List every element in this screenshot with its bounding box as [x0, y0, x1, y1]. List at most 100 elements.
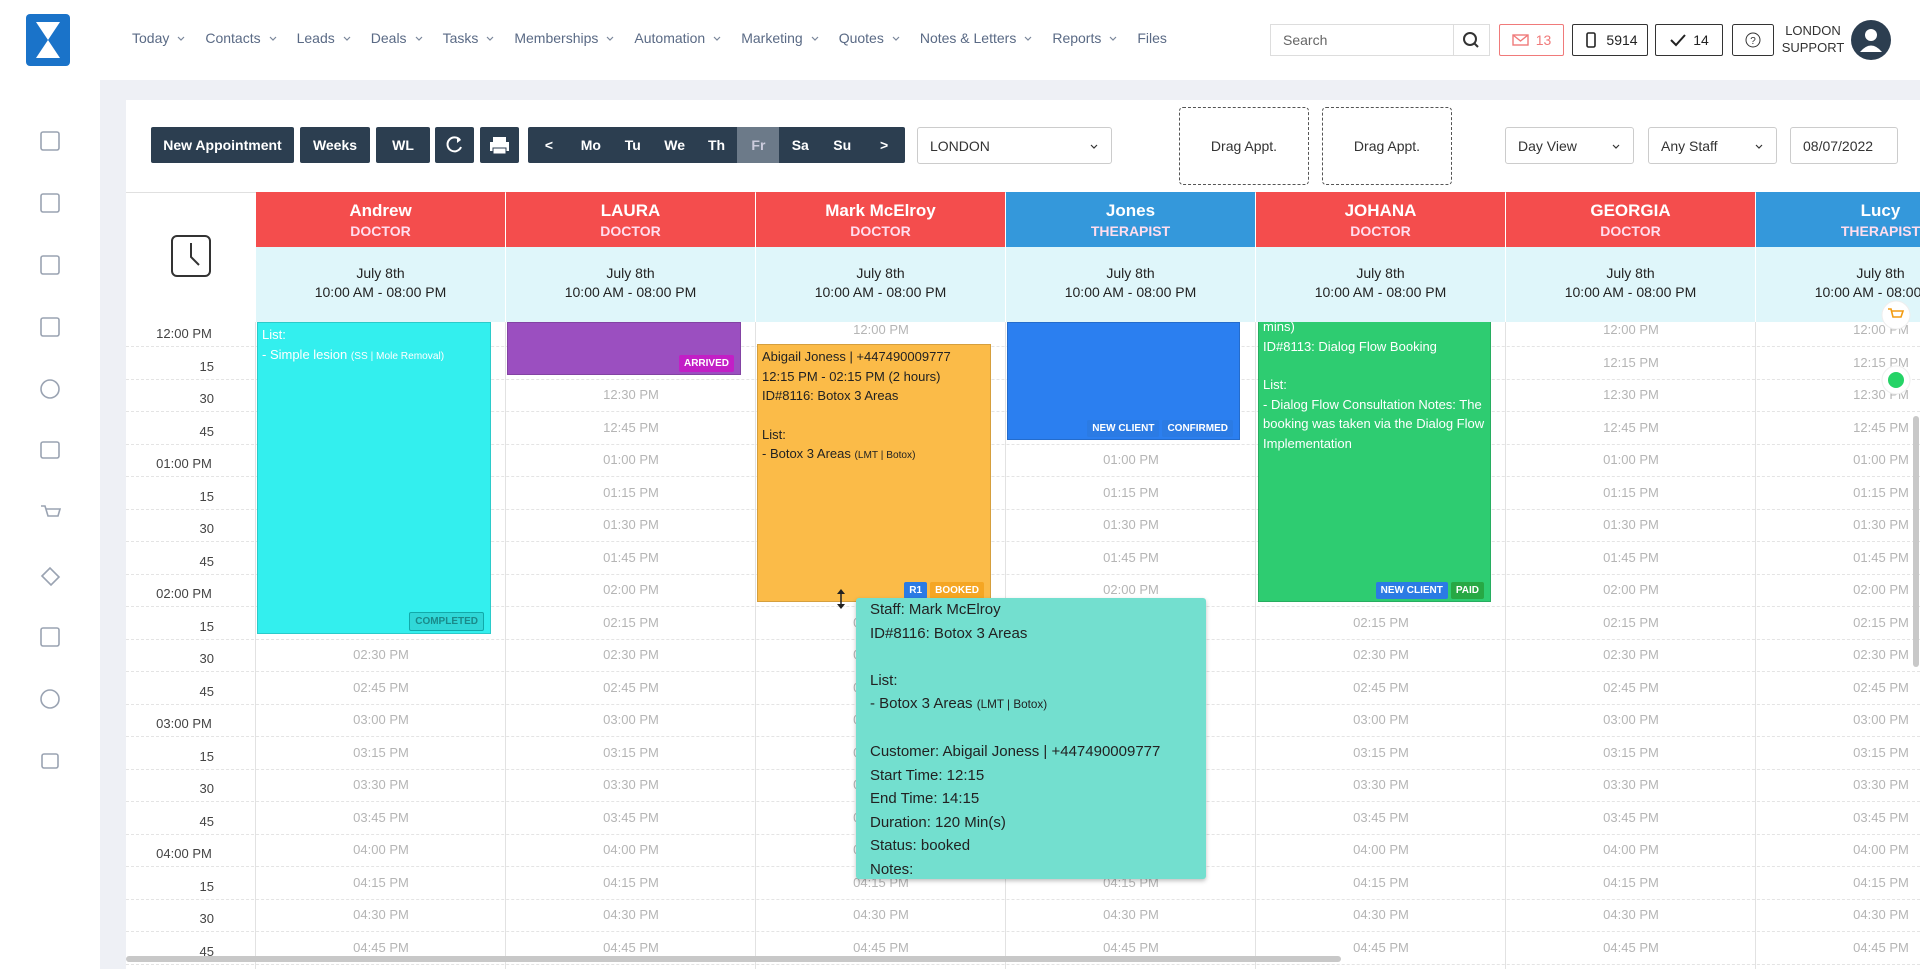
- staff-date-day: July 8th: [1106, 265, 1155, 281]
- time-label: 30: [199, 781, 214, 796]
- nav-item[interactable]: Today: [132, 30, 186, 46]
- staff-header[interactable]: JOHANA DOCTOR: [1256, 192, 1505, 247]
- slot-label: 03:00 PM: [1853, 712, 1909, 727]
- drag-box[interactable]: Drag Appt.: [1322, 107, 1452, 185]
- staff-hours: 10:00 AM - 08:00 PM: [1064, 284, 1197, 300]
- nav-item[interactable]: Marketing: [741, 30, 819, 46]
- slot-label: 03:00 PM: [353, 712, 409, 727]
- day-button[interactable]: Tu: [624, 137, 641, 153]
- slot-label: 02:00 PM: [1603, 582, 1659, 597]
- toolbar-button[interactable]: WL: [376, 127, 430, 163]
- appointment[interactable]: List: - Simple lesion (SS | Mole Removal)…: [257, 322, 491, 634]
- counter-tasks[interactable]: 14: [1655, 24, 1723, 56]
- search-placeholder: Search: [1283, 32, 1328, 48]
- counter-phone[interactable]: 5914: [1572, 24, 1648, 56]
- badge: R1: [904, 582, 928, 599]
- slot-label: 01:15 PM: [1853, 484, 1909, 500]
- staff-date: July 8th 10:00 AM - 08:00 PM: [1756, 247, 1920, 322]
- nav-item[interactable]: Deals: [371, 30, 424, 46]
- slot-label: 01:00 PM: [1853, 452, 1909, 467]
- column-line: [1505, 322, 1506, 969]
- nav-item[interactable]: Notes & Letters: [920, 30, 1034, 46]
- counter-value: 13: [1535, 32, 1552, 48]
- badge: NEW CLIENT: [1087, 420, 1160, 437]
- text-line: - Botox 3 Areas (LMT | Botox): [870, 692, 1192, 717]
- select-staff[interactable]: Any Staff: [1648, 127, 1777, 164]
- day-button[interactable]: We: [664, 137, 685, 153]
- nav-label: Memberships: [514, 30, 599, 46]
- badges: NEW CLIENT CONFIRMED: [1084, 420, 1233, 437]
- drag-box[interactable]: Drag Appt.: [1179, 107, 1309, 185]
- day-button[interactable]: <: [544, 137, 554, 153]
- column-line: [505, 322, 506, 969]
- slot-label: 04:45 PM: [1853, 939, 1909, 955]
- nav-item[interactable]: Files: [1137, 30, 1167, 46]
- appointment[interactable]: ARRIVED: [507, 322, 741, 375]
- h-scrollbar: [126, 956, 1341, 962]
- nav-item[interactable]: Memberships: [514, 30, 615, 46]
- staff-header[interactable]: LAURA DOCTOR: [506, 192, 755, 247]
- nav-item[interactable]: Automation: [634, 30, 722, 46]
- text-group: List: - Simple lesion (SS | Mole Removal): [262, 325, 486, 366]
- slot-label: 03:30 PM: [1603, 777, 1659, 792]
- select-view[interactable]: Day View: [1505, 127, 1634, 164]
- nav-item[interactable]: Contacts: [205, 30, 277, 46]
- appointment[interactable]: mins) ID#8113: Dialog Flow Booking List: - …: [1258, 322, 1491, 602]
- toolbar-button[interactable]: New Appointment: [151, 127, 294, 163]
- row-line: [126, 931, 1920, 932]
- nav-label: Tasks: [442, 30, 479, 46]
- day-button[interactable]: Sa: [791, 137, 809, 153]
- day-button[interactable]: Mo: [580, 137, 601, 153]
- nav-item[interactable]: Quotes: [839, 30, 901, 46]
- slot-label: 01:15 PM: [1103, 484, 1159, 500]
- slot-label: 04:15 PM: [1353, 874, 1409, 890]
- staff-header[interactable]: Jones THERAPIST: [1006, 192, 1255, 247]
- slot-label: 04:30 PM: [853, 907, 909, 922]
- nav-item[interactable]: Reports: [1052, 30, 1118, 46]
- toolbar-button[interactable]: Weeks: [300, 127, 370, 163]
- slot-label: 01:30 PM: [1103, 517, 1159, 532]
- staff-date: July 8th 10:00 AM - 08:00 PM: [1006, 247, 1255, 322]
- slot-label: 03:00 PM: [603, 712, 659, 727]
- time-label: 30: [199, 651, 214, 666]
- slot-label: 04:15 PM: [603, 874, 659, 890]
- day-button[interactable]: Su: [833, 137, 852, 153]
- staff-header[interactable]: Mark McElroy DOCTOR: [756, 192, 1005, 247]
- line-text: - Botox 3 Areas: [762, 446, 855, 461]
- counter-mail[interactable]: 13: [1499, 24, 1564, 56]
- text-line: List:: [762, 426, 786, 442]
- day-button[interactable]: Fr: [737, 127, 780, 163]
- slot-label: 04:30 PM: [1603, 907, 1659, 922]
- text-group: Abigail Joness | +447490009777 12:15 PM -…: [762, 347, 986, 406]
- staff-role: DOCTOR: [1350, 223, 1411, 239]
- slot-label: 04:30 PM: [1103, 907, 1159, 922]
- appointment[interactable]: Abigail Joness | +447490009777 12:15 PM -…: [757, 344, 991, 602]
- slot-label: 03:30 PM: [1353, 777, 1409, 792]
- date-input[interactable]: 08/07/2022: [1790, 127, 1898, 164]
- whatsapp-button: [1881, 365, 1911, 395]
- slot-label: 04:30 PM: [1853, 907, 1909, 922]
- slot-label: 12:00 PM: [853, 322, 909, 337]
- staff-header[interactable]: Andrew DOCTOR: [256, 192, 505, 247]
- nav-label: Leads: [296, 30, 335, 46]
- staff-date-day: July 8th: [1356, 265, 1405, 281]
- slot-label: 03:15 PM: [603, 744, 659, 760]
- staff-header[interactable]: GEORGIA DOCTOR: [1506, 192, 1755, 247]
- day-button[interactable]: Th: [707, 137, 726, 153]
- nav-label: Automation: [634, 30, 706, 46]
- text-line: Customer: Abigail Joness | +447490009777: [870, 743, 1161, 760]
- row-line: [126, 541, 1920, 542]
- time-label: 02:00 PM: [156, 586, 212, 601]
- staff-name: JOHANA: [1344, 201, 1417, 220]
- day-button[interactable]: >: [879, 137, 889, 153]
- search-box[interactable]: Search: [1270, 24, 1490, 56]
- staff-header[interactable]: Lucy THERAPIST: [1756, 192, 1920, 247]
- select-location[interactable]: LONDON: [917, 127, 1112, 164]
- nav-item[interactable]: Tasks: [443, 30, 496, 46]
- appointment[interactable]: NEW CLIENT CONFIRMED: [1007, 322, 1240, 440]
- time-label: 15: [199, 748, 214, 764]
- staff-hours: 10:00 AM - 08:00 PM: [564, 284, 697, 300]
- nav-item[interactable]: Leads: [297, 30, 352, 46]
- tooltip: Staff: Mark McElroy ID#8116: Botox 3 Area…: [856, 598, 1206, 879]
- badge: BOOKED: [930, 582, 984, 599]
